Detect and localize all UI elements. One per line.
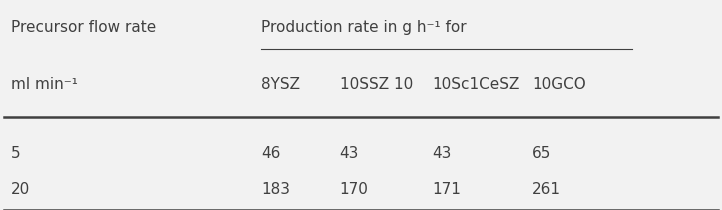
Text: 65: 65 xyxy=(532,146,552,161)
Text: 10GCO: 10GCO xyxy=(532,77,586,92)
Text: 43: 43 xyxy=(432,146,452,161)
Text: ml min⁻¹: ml min⁻¹ xyxy=(12,77,78,92)
Text: 183: 183 xyxy=(261,182,290,197)
Text: 43: 43 xyxy=(339,146,359,161)
Text: Production rate in g h⁻¹ for: Production rate in g h⁻¹ for xyxy=(261,20,466,35)
Text: 10SSZ 10: 10SSZ 10 xyxy=(339,77,413,92)
Text: 171: 171 xyxy=(432,182,461,197)
Text: 20: 20 xyxy=(12,182,30,197)
Text: 10Sc1CeSZ: 10Sc1CeSZ xyxy=(432,77,520,92)
Text: 5: 5 xyxy=(12,146,21,161)
Text: Precursor flow rate: Precursor flow rate xyxy=(12,20,157,35)
Text: 46: 46 xyxy=(261,146,280,161)
Text: 261: 261 xyxy=(532,182,561,197)
Text: 8YSZ: 8YSZ xyxy=(261,77,300,92)
Text: 170: 170 xyxy=(339,182,368,197)
